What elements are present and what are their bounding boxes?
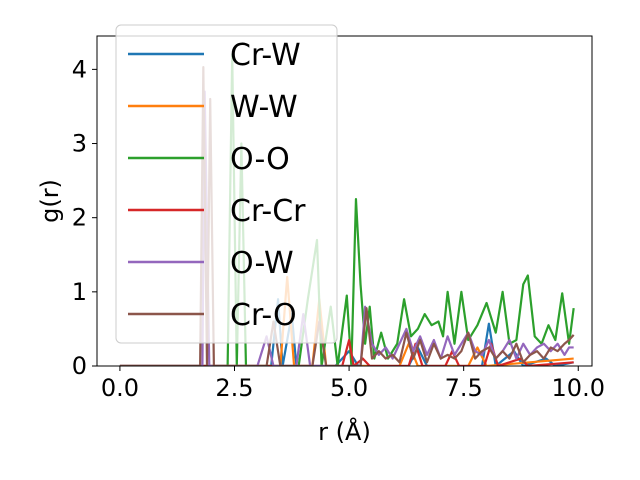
y-tick-label: 1	[72, 278, 87, 306]
legend-label-0: Cr-W	[230, 38, 301, 73]
x-tick-label: 10.0	[552, 374, 605, 402]
legend: Cr-W W-W O-O Cr-Cr O-W Cr-O	[115, 24, 338, 344]
legend-label-3: Cr-Cr	[230, 194, 306, 229]
ticks-layer: 0.0 2.5 5.0 7.5 10.0 0 1 2 3 4	[72, 55, 605, 402]
x-axis-label: r (Å)	[318, 417, 371, 446]
legend-label-2: O-O	[230, 142, 290, 177]
legend-label-1: W-W	[230, 90, 298, 125]
x-tick-label: 5.0	[330, 374, 368, 402]
y-axis-label: g(r)	[36, 179, 64, 223]
legend-label-5: Cr-O	[230, 298, 297, 333]
x-tick-label: 2.5	[215, 374, 253, 402]
plot-frame	[96, 35, 593, 367]
y-tick-label: 3	[72, 130, 87, 158]
y-tick-label: 0	[72, 352, 87, 380]
y-tick-label: 4	[72, 55, 87, 83]
x-tick-label: 0.0	[101, 374, 139, 402]
series-line-3	[119, 338, 574, 366]
legend-box	[115, 24, 338, 344]
x-tick-label: 7.5	[445, 374, 483, 402]
legend-label-4: O-W	[230, 246, 294, 281]
y-tick-label: 2	[72, 204, 87, 232]
